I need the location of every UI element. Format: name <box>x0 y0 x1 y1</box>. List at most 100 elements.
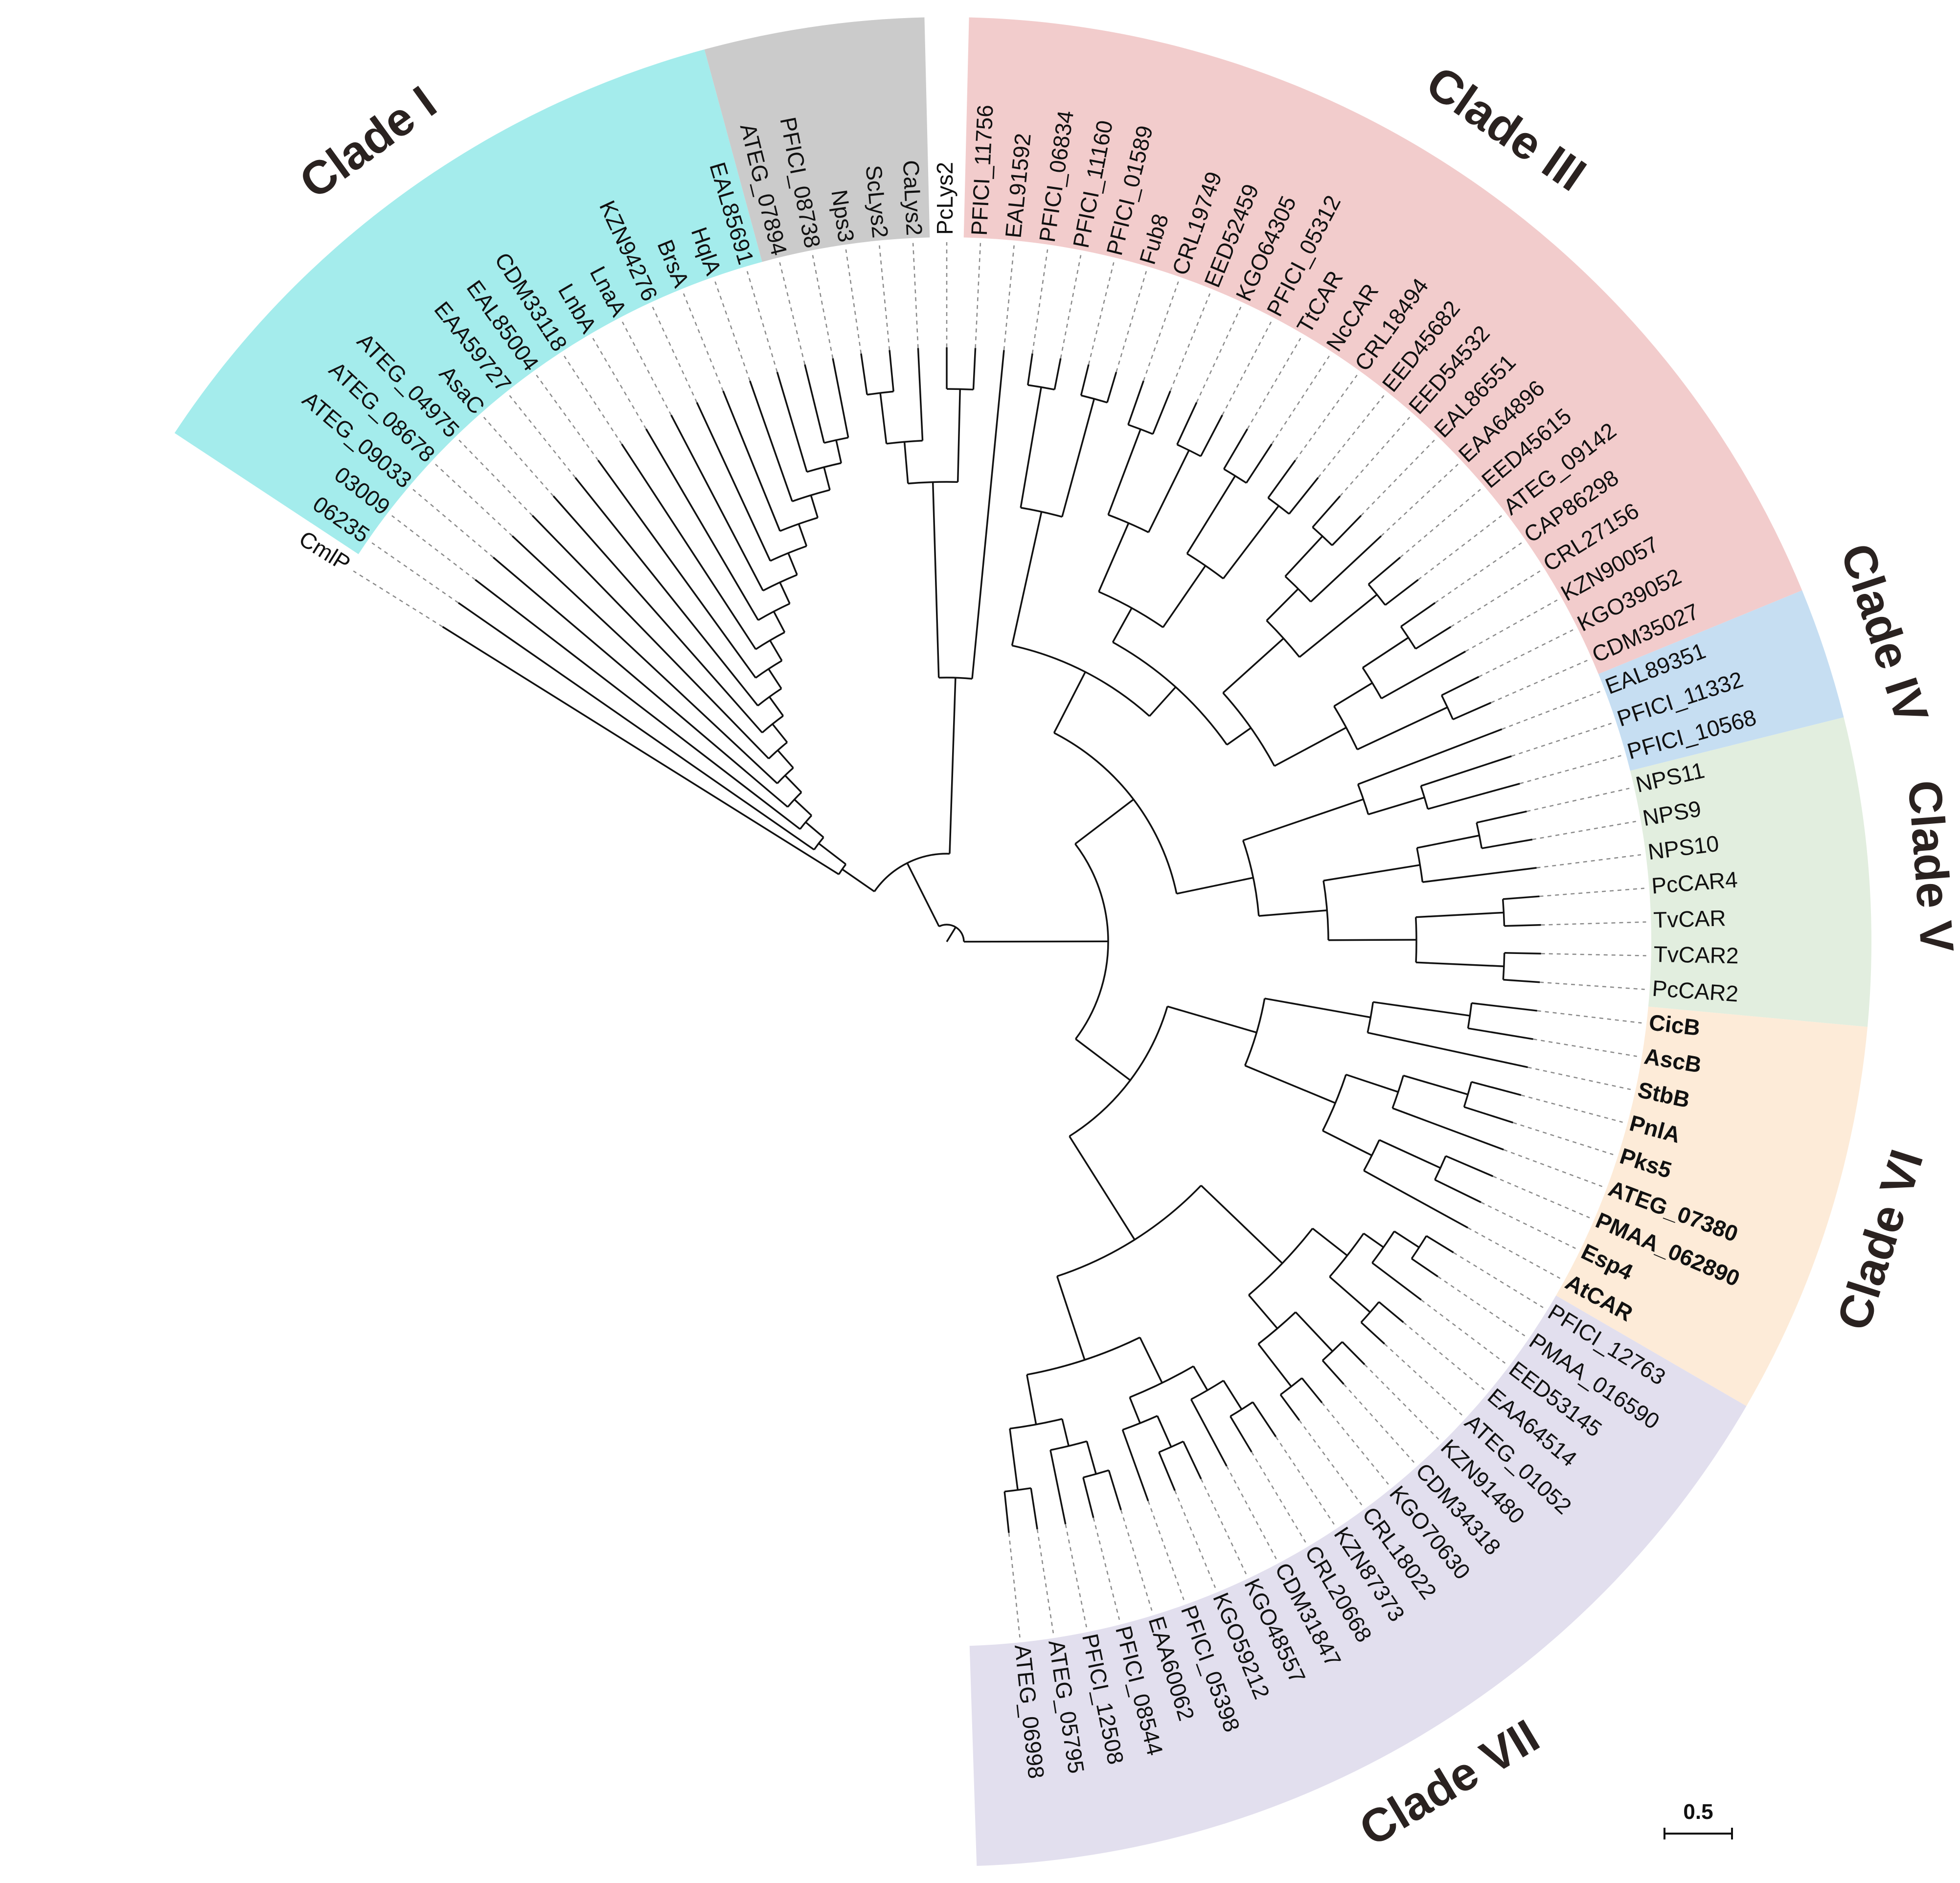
leaf-label-calys2: CaLys2 <box>898 159 927 236</box>
leaf-guide-line <box>1008 1533 1021 1638</box>
leaf-guide-line <box>1450 570 1541 628</box>
internal-node-arc <box>757 688 782 706</box>
internal-node-arc <box>762 574 798 591</box>
internal-node-arc <box>1411 1235 1427 1259</box>
internal-node-arc <box>779 517 818 532</box>
terminal-branch <box>1357 728 1503 785</box>
terminal-branch <box>1476 810 1527 824</box>
scale-bar-label: 0.5 <box>1683 1800 1713 1824</box>
leaf-guide-line <box>1036 1529 1054 1633</box>
clade-band-i <box>174 49 762 554</box>
leaf-guide-line <box>1384 1343 1462 1416</box>
leaf-label-tvcar: TvCAR <box>1653 905 1727 932</box>
terminal-branch <box>1503 895 1540 900</box>
clade-band-iv <box>1598 590 1844 771</box>
internal-branch <box>1403 1074 1468 1095</box>
internal-branch <box>1020 387 1042 508</box>
leaf-guide-line <box>536 374 599 461</box>
leaf-guide-line <box>1174 1490 1216 1588</box>
internal-node-arc <box>1009 1418 1063 1429</box>
terminal-branch <box>1481 839 1533 849</box>
terminal-branch <box>1331 515 1362 546</box>
internal-branch <box>779 582 791 604</box>
internal-node-arc <box>1400 626 1416 650</box>
leaf-guide-line <box>1513 1122 1614 1156</box>
internal-node-arc <box>1186 553 1224 580</box>
internal-node-arc <box>1098 590 1164 628</box>
internal-branch <box>1011 511 1043 646</box>
terminal-branch <box>696 402 771 562</box>
internal-branch <box>1415 911 1504 918</box>
internal-branch <box>1107 429 1141 515</box>
internal-branch <box>963 940 1109 943</box>
internal-branch <box>1363 1232 1384 1248</box>
leaf-guide-line <box>683 293 724 391</box>
leaf-guide-line <box>1437 1276 1526 1337</box>
internal-branch <box>906 862 940 927</box>
terminal-branch <box>1082 1477 1094 1518</box>
leaf-guide-line <box>1031 249 1048 354</box>
internal-node-arc <box>1434 1156 1447 1180</box>
terminal-branch <box>1381 651 1466 700</box>
leaf-guide-line <box>1196 306 1242 403</box>
leaf-label-pfici-11756: PFICI_11756 <box>966 104 998 236</box>
leaf-guide-line <box>975 243 981 348</box>
leaf-guide-line <box>1537 1010 1642 1024</box>
terminal-branch <box>1422 867 1537 883</box>
leaf-guide-line <box>1479 629 1573 678</box>
internal-branch <box>1222 637 1284 694</box>
internal-node-arc <box>1360 1301 1380 1323</box>
terminal-branch <box>1121 1429 1149 1501</box>
internal-branch <box>1139 1337 1163 1384</box>
leaf-guide-line <box>1541 921 1646 926</box>
terminal-branch <box>1182 1441 1202 1479</box>
terminal-branch <box>670 414 764 591</box>
internal-node-arc <box>1363 1139 1380 1171</box>
leaf-guide-line <box>1226 1466 1277 1560</box>
terminal-branch <box>1252 1402 1277 1437</box>
terminal-branch <box>1080 364 1090 396</box>
leaf-guide-line <box>1536 854 1641 869</box>
terminal-branch <box>1400 602 1436 628</box>
leaf-label-pclys2: PcLys2 <box>932 162 957 235</box>
internal-branch <box>1333 682 1373 707</box>
internal-branch <box>1186 475 1236 554</box>
terminal-branch <box>1463 1106 1513 1124</box>
internal-branch <box>1357 706 1448 750</box>
terminal-branch <box>1190 1399 1228 1467</box>
internal-node-arc <box>1357 784 1369 815</box>
scale-bar: 0.5 <box>1664 1800 1733 1839</box>
leaf-guide-line <box>912 243 919 348</box>
terminal-branch <box>1267 459 1296 499</box>
leaf-label-cicb: CicB <box>1648 1009 1702 1041</box>
internal-branch <box>1098 522 1130 592</box>
terminal-branch <box>1026 353 1033 386</box>
internal-branch <box>823 467 831 490</box>
terminal-branch <box>722 390 781 532</box>
internal-branch <box>1257 1343 1292 1387</box>
leaf-guide-line <box>1540 981 1645 990</box>
terminal-branch <box>1471 1081 1522 1096</box>
leaf-guide-line <box>564 355 622 445</box>
internal-branch <box>957 389 961 482</box>
internal-node-arc <box>806 462 842 473</box>
internal-node-arc <box>1129 1365 1194 1398</box>
terminal-branch <box>1106 371 1117 403</box>
internal-branch <box>842 868 875 892</box>
internal-branch <box>798 523 808 546</box>
terminal-branch <box>889 350 894 392</box>
internal-branch <box>1242 798 1364 841</box>
internal-branch <box>773 611 786 633</box>
leaf-guide-line <box>1527 788 1630 812</box>
leaf-label-pccar2: PcCAR2 <box>1651 976 1739 1007</box>
leaf-guide-line <box>1420 1299 1506 1364</box>
internal-branch <box>805 821 824 838</box>
terminal-branch <box>597 459 756 679</box>
internal-branch <box>1248 1294 1278 1329</box>
terminal-branch <box>917 348 924 441</box>
internal-node-arc <box>1244 998 1266 1066</box>
internal-branch <box>1053 671 1086 733</box>
leaf-guide-line <box>1453 1252 1544 1308</box>
terminal-branch <box>1371 1262 1422 1301</box>
terminal-branch <box>1420 755 1512 787</box>
